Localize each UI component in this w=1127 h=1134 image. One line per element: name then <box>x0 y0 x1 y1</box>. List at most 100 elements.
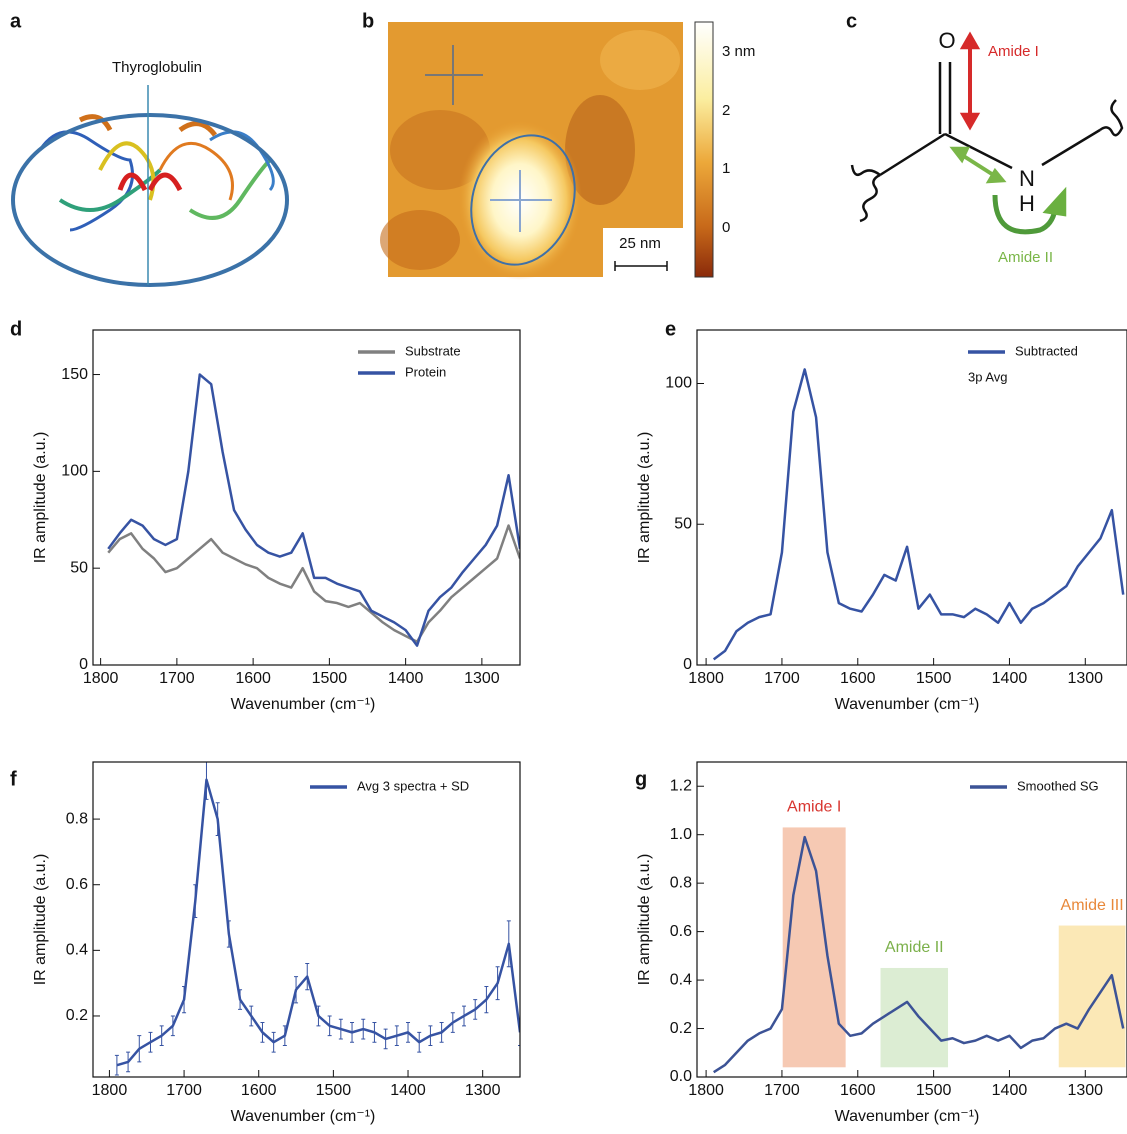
chart: e 1800 1700 1600 1500 1400 1300 0 50 100 Wavenumbe… <box>636 318 1127 713</box>
x-axis-label: Wavenumber (cm⁻¹) <box>835 1108 980 1125</box>
chart: d 1800 1700 1600 1500 1400 1300 0 50 100 150 Wavenu… <box>10 318 521 713</box>
legend-label: Protein <box>405 364 446 379</box>
x-tick-label: 1700 <box>159 670 195 687</box>
panel-label: d <box>10 318 22 340</box>
line <box>107 524 520 644</box>
y-tick-label: 100 <box>665 375 692 392</box>
y-tick-label: 0 <box>683 656 692 673</box>
vibration-label: Amide I <box>988 43 1039 60</box>
scale-bar-label: 25 nm <box>619 235 661 252</box>
axes-frame <box>92 761 521 1078</box>
annotation: 3p Avg <box>968 369 1008 384</box>
plot-area <box>114 762 520 1076</box>
y-tick-label: 0.8 <box>66 810 88 827</box>
afm-image: 25 nm 3 nm 2 1 0 <box>380 21 755 280</box>
axes-frame <box>92 329 521 666</box>
x-tick-label: 1600 <box>235 670 271 687</box>
y-tick-label: 0.4 <box>670 971 692 988</box>
x-tick-label: 1800 <box>688 670 724 687</box>
colorbar-label: 3 nm <box>722 43 755 60</box>
region <box>880 967 949 1068</box>
x-tick-label: 1500 <box>312 670 348 687</box>
x-tick-label: 1800 <box>92 1082 128 1099</box>
x-tick-label: 1300 <box>464 670 500 687</box>
chart: g Amide I Amide II Amide III 1800 1700 1600 150… <box>635 761 1127 1125</box>
axes-frame <box>696 329 1127 666</box>
y-tick-label: 100 <box>61 463 88 480</box>
y-tick-label: 0.6 <box>66 876 88 893</box>
plot-area: Amide I Amide II Amide III <box>713 799 1126 1074</box>
y-tick-label: 0.2 <box>66 1007 88 1024</box>
x-tick-label: 1700 <box>166 1082 202 1099</box>
x-tick-label: 1800 <box>83 670 119 687</box>
y-tick-label: 0.8 <box>670 874 692 891</box>
y-tick-label: 50 <box>70 559 88 576</box>
x-axis-label: Wavenumber (cm⁻¹) <box>835 696 980 713</box>
legend-label: Smoothed SG <box>1017 778 1099 793</box>
region-label: Amide III <box>1061 897 1124 914</box>
y-axis-label: IR amplitude (a.u.) <box>636 854 653 986</box>
x-tick-label: 1400 <box>388 670 424 687</box>
x-tick-label: 1400 <box>992 670 1028 687</box>
x-tick-label: 1700 <box>764 1082 800 1099</box>
axes-frame <box>696 761 1127 1078</box>
panel-label: c <box>846 10 857 32</box>
legend-label: Avg 3 spectra + SD <box>357 778 469 793</box>
panel-label: e <box>665 318 676 340</box>
panel-label: g <box>635 768 647 790</box>
y-tick-label: 0 <box>79 656 88 673</box>
structure-title: Thyroglobulin <box>112 59 202 76</box>
x-tick-label: 1400 <box>992 1082 1028 1099</box>
region <box>1058 925 1126 1068</box>
colorbar-label: 0 <box>722 219 730 236</box>
x-tick-label: 1400 <box>390 1082 426 1099</box>
chart: f 1800 1700 1600 1500 1400 1300 0.2 0.4 0.6 0.8 Wav… <box>10 761 521 1125</box>
x-tick-label: 1300 <box>465 1082 501 1099</box>
protein-structure: Thyroglobulin <box>11 59 289 287</box>
y-axis-label: IR amplitude (a.u.) <box>32 854 49 986</box>
x-tick-label: 1600 <box>840 670 876 687</box>
y-tick-label: 1.2 <box>670 777 692 794</box>
panel-label: f <box>10 768 17 790</box>
x-tick-label: 1600 <box>840 1082 876 1099</box>
legend-label: Substrate <box>405 343 461 358</box>
y-axis-label: IR amplitude (a.u.) <box>636 432 653 564</box>
plot-area <box>712 368 1125 661</box>
amide-diagram <box>850 31 1124 235</box>
x-tick-label: 1500 <box>916 1082 952 1099</box>
atom-label: N <box>1019 166 1035 191</box>
y-tick-label: 1.0 <box>670 826 692 843</box>
colorbar-label: 1 <box>722 160 730 177</box>
plot-area <box>107 373 520 647</box>
x-tick-label: 1800 <box>688 1082 724 1099</box>
legend-label: Subtracted <box>1015 343 1078 358</box>
atom-label: O <box>938 28 955 53</box>
y-tick-label: 0.2 <box>670 1020 692 1037</box>
line <box>712 368 1125 661</box>
x-tick-label: 1500 <box>916 670 952 687</box>
x-axis-label: Wavenumber (cm⁻¹) <box>231 696 376 713</box>
x-axis-label: Wavenumber (cm⁻¹) <box>231 1108 376 1125</box>
x-tick-label: 1500 <box>316 1082 352 1099</box>
x-tick-label: 1700 <box>764 670 800 687</box>
x-tick-label: 1600 <box>241 1082 277 1099</box>
region-label: Amide I <box>787 799 841 816</box>
vibration-label: Amide II <box>998 249 1053 266</box>
panel-label: a <box>10 10 22 32</box>
y-tick-label: 150 <box>61 366 88 383</box>
y-tick-label: 0.0 <box>670 1068 692 1085</box>
atom-label: H <box>1019 191 1035 216</box>
line <box>713 835 1125 1074</box>
x-tick-label: 1300 <box>1067 670 1103 687</box>
x-tick-label: 1300 <box>1067 1082 1103 1099</box>
line <box>107 373 520 647</box>
y-tick-label: 0.4 <box>66 942 88 959</box>
colorbar-label: 2 <box>722 102 730 119</box>
y-axis-label: IR amplitude (a.u.) <box>32 432 49 564</box>
region-label: Amide II <box>885 939 944 956</box>
line <box>116 778 520 1067</box>
panel-label: b <box>362 10 374 32</box>
y-tick-label: 0.6 <box>670 923 692 940</box>
y-tick-label: 50 <box>674 515 692 532</box>
